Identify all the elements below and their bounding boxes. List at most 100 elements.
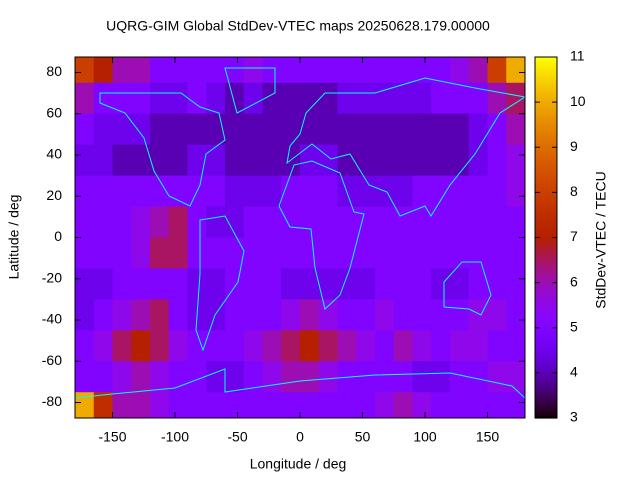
heat-cell — [187, 392, 207, 418]
colorbar-segment — [535, 186, 557, 190]
colorbar-segment — [535, 300, 557, 305]
y-tick-label: 80 — [46, 63, 62, 79]
colorbar-segment — [535, 117, 557, 121]
heat-cell — [431, 57, 451, 84]
heat-cell — [281, 82, 301, 115]
colorbar-segment — [535, 378, 557, 383]
heat-cell — [75, 82, 95, 115]
heat-cell — [300, 299, 320, 331]
x-axis-label: Longitude / deg — [250, 456, 347, 472]
heat-cell — [450, 175, 470, 208]
heat-cell — [450, 392, 470, 418]
heat-cell — [356, 57, 376, 84]
heat-cell — [318, 57, 338, 84]
heat-cell — [225, 392, 245, 418]
colorbar-tick-label: 9 — [570, 138, 578, 154]
colorbar-segment — [535, 297, 557, 302]
heat-cell — [187, 268, 207, 300]
heat-cell — [375, 237, 395, 269]
heat-cell — [318, 175, 338, 208]
colorbar-segment — [535, 312, 557, 317]
heat-cell — [75, 206, 95, 238]
heat-cell — [206, 392, 226, 418]
colorbar-segment — [535, 396, 557, 401]
colorbar-segment — [535, 66, 557, 70]
heat-cell — [450, 268, 470, 300]
heat-cell — [412, 299, 432, 331]
heat-cell — [262, 206, 282, 238]
x-tick-label: -150 — [98, 429, 126, 445]
heat-cell — [318, 268, 338, 300]
colorbar-segment — [535, 120, 557, 124]
colorbar-segment — [535, 204, 557, 209]
heat-cell — [131, 330, 151, 362]
heat-cell — [300, 268, 320, 300]
heat-cell — [75, 144, 95, 177]
heat-cell — [281, 299, 301, 331]
heat-cell — [318, 82, 338, 115]
heat-cell — [450, 206, 470, 238]
heat-cell — [75, 237, 95, 269]
heat-cell — [431, 206, 451, 238]
heat-cell — [431, 82, 451, 115]
heat-cell — [93, 113, 113, 146]
heat-cell — [75, 268, 95, 300]
heat-cell — [168, 82, 188, 115]
colorbar-segment — [535, 90, 557, 94]
heat-cell — [168, 330, 188, 362]
colorbar-segment — [535, 369, 557, 374]
colorbar-segment — [535, 210, 557, 215]
heat-cell — [487, 237, 507, 269]
heat-cell — [337, 299, 357, 331]
colorbar-segment — [535, 174, 557, 178]
heat-cell — [187, 144, 207, 177]
heat-cell — [450, 144, 470, 177]
heat-cell — [225, 206, 245, 238]
heat-cell — [131, 82, 151, 115]
colorbar-segment — [535, 81, 557, 85]
heat-cell — [262, 175, 282, 208]
heat-cell — [112, 144, 132, 177]
colorbar-segment — [535, 126, 557, 130]
colorbar-segment — [535, 225, 557, 230]
heat-cell — [393, 113, 413, 146]
heat-cell — [506, 299, 525, 331]
heat-cell — [356, 237, 376, 269]
heat-cell — [243, 175, 263, 208]
heat-cell — [131, 392, 151, 418]
colorbar-segment — [535, 135, 557, 139]
colorbar-tick-label: 5 — [570, 318, 578, 334]
heat-cell — [412, 113, 432, 146]
heat-cell — [243, 57, 263, 84]
heat-cell — [393, 392, 413, 418]
heat-cell — [487, 268, 507, 300]
heat-cell — [318, 392, 338, 418]
heat-cell — [225, 144, 245, 177]
heat-cell — [300, 206, 320, 238]
colorbar-segment — [535, 234, 557, 239]
colorbar-tick-label: 3 — [570, 409, 578, 425]
heat-cell — [393, 175, 413, 208]
colorbar-segment — [535, 354, 557, 359]
heat-cell — [262, 237, 282, 269]
heat-cell — [300, 144, 320, 177]
colorbar-segment — [535, 84, 557, 88]
heat-cell — [412, 175, 432, 208]
colorbar-segment — [535, 216, 557, 221]
heat-cell — [337, 392, 357, 418]
heat-cell — [506, 175, 525, 208]
heat-cell — [206, 82, 226, 115]
heat-cell — [187, 82, 207, 115]
colorbar-segment — [535, 414, 557, 419]
heat-cell — [131, 299, 151, 331]
heat-cell — [506, 361, 525, 393]
heat-cell — [131, 113, 151, 146]
heat-cell — [187, 330, 207, 362]
colorbar-segment — [535, 222, 557, 227]
colorbar-segment — [535, 195, 557, 199]
heat-cell — [412, 206, 432, 238]
colorbar-segment — [535, 87, 557, 91]
heat-cell — [393, 82, 413, 115]
heat-cell — [337, 268, 357, 300]
heat-cell — [393, 361, 413, 393]
